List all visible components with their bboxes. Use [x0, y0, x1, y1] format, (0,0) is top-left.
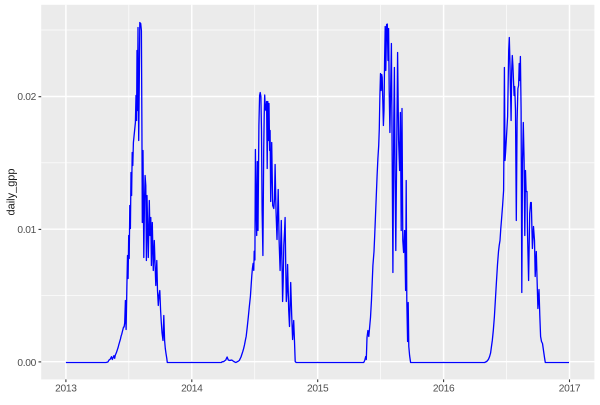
svg-text:daily_gpp: daily_gpp	[6, 168, 18, 215]
svg-text:2014: 2014	[181, 384, 203, 395]
svg-text:0.02: 0.02	[17, 92, 36, 103]
svg-text:0.00: 0.00	[17, 358, 36, 369]
svg-text:2015: 2015	[307, 384, 329, 395]
svg-text:2016: 2016	[433, 384, 455, 395]
svg-text:0.01: 0.01	[17, 225, 36, 236]
svg-text:2013: 2013	[55, 384, 77, 395]
svg-text:2017: 2017	[559, 384, 581, 395]
